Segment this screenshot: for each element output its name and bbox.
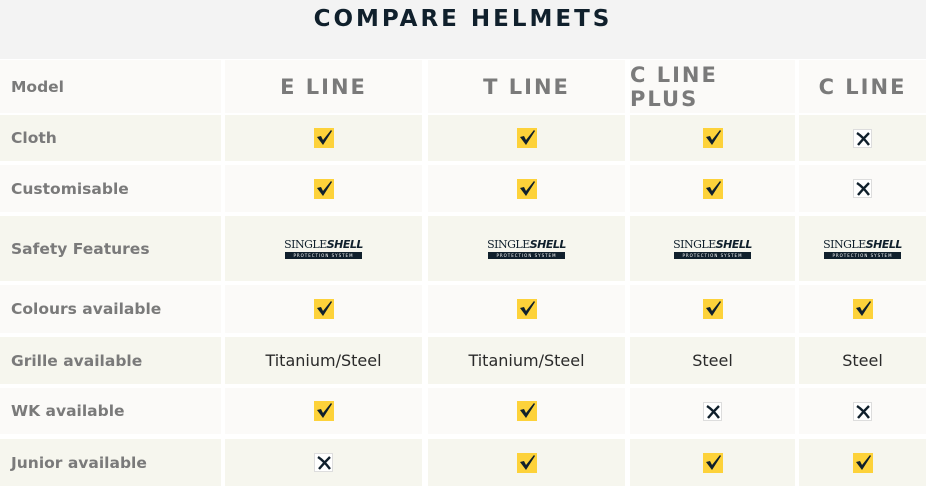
table-cell: Steel [630, 337, 795, 384]
check-icon [702, 452, 723, 473]
row-label: Grille available [0, 337, 221, 384]
table-cell: Steel [799, 337, 926, 384]
table-cell [630, 115, 795, 161]
table-cell [225, 165, 422, 212]
table-cell: SINGLESHELL PROTECTION SYSTEM [428, 216, 625, 281]
model-header: C LINE [799, 60, 926, 113]
table-cell: Titanium/Steel [225, 337, 422, 384]
check-icon [852, 452, 873, 473]
check-icon [702, 178, 723, 199]
table-cell [799, 388, 926, 434]
table-cell [428, 285, 625, 333]
model-header: E LINE [225, 60, 422, 113]
check-icon [313, 401, 334, 421]
check-icon [516, 401, 537, 421]
row-label: Junior available [0, 439, 221, 486]
table-cell [428, 388, 625, 434]
check-icon [702, 128, 723, 148]
header-label: Model [0, 60, 221, 113]
table-cell [225, 439, 422, 486]
table-cell [428, 439, 625, 486]
table-cell [799, 165, 926, 212]
check-icon [516, 128, 537, 148]
cross-icon [314, 453, 333, 472]
row-label: Colours available [0, 285, 221, 333]
table-cell [630, 285, 795, 333]
row-label: Cloth [0, 115, 221, 161]
row-label: WK available [0, 388, 221, 434]
table-cell [428, 165, 625, 212]
cross-icon [853, 128, 872, 148]
table-cell: SINGLESHELL PROTECTION SYSTEM [799, 216, 926, 281]
row-label: Customisable [0, 165, 221, 212]
table-cell [225, 285, 422, 333]
table-cell [630, 165, 795, 212]
cross-icon [853, 179, 872, 198]
model-header: T LINE [428, 60, 625, 113]
table-cell: SINGLESHELL PROTECTION SYSTEM [225, 216, 422, 281]
check-icon [516, 299, 537, 319]
check-icon [702, 299, 723, 319]
table-cell [630, 388, 795, 434]
single-shell-logo: SINGLESHELL PROTECTION SYSTEM [823, 238, 902, 259]
table-cell: SINGLESHELL PROTECTION SYSTEM [630, 216, 795, 281]
check-icon [516, 452, 537, 473]
title-band: COMPARE HELMETS [0, 0, 926, 59]
single-shell-logo: SINGLESHELL PROTECTION SYSTEM [487, 238, 566, 259]
table-cell [799, 115, 926, 161]
single-shell-logo: SINGLESHELL PROTECTION SYSTEM [284, 238, 363, 259]
table-cell [799, 439, 926, 486]
table-cell: Titanium/Steel [428, 337, 625, 384]
table-cell [799, 285, 926, 333]
page-title: COMPARE HELMETS [313, 6, 613, 32]
table-cell [225, 388, 422, 434]
check-icon [852, 299, 873, 319]
single-shell-logo: SINGLESHELL PROTECTION SYSTEM [673, 238, 752, 259]
table-cell [630, 439, 795, 486]
check-icon [313, 178, 334, 199]
table-cell [428, 115, 625, 161]
check-icon [516, 178, 537, 199]
check-icon [313, 128, 334, 148]
check-icon [313, 299, 334, 319]
table-cell [225, 115, 422, 161]
cross-icon [853, 401, 872, 421]
row-label: Safety Features [0, 216, 221, 281]
model-header: C LINE PLUS [630, 60, 795, 113]
cross-icon [703, 401, 722, 421]
